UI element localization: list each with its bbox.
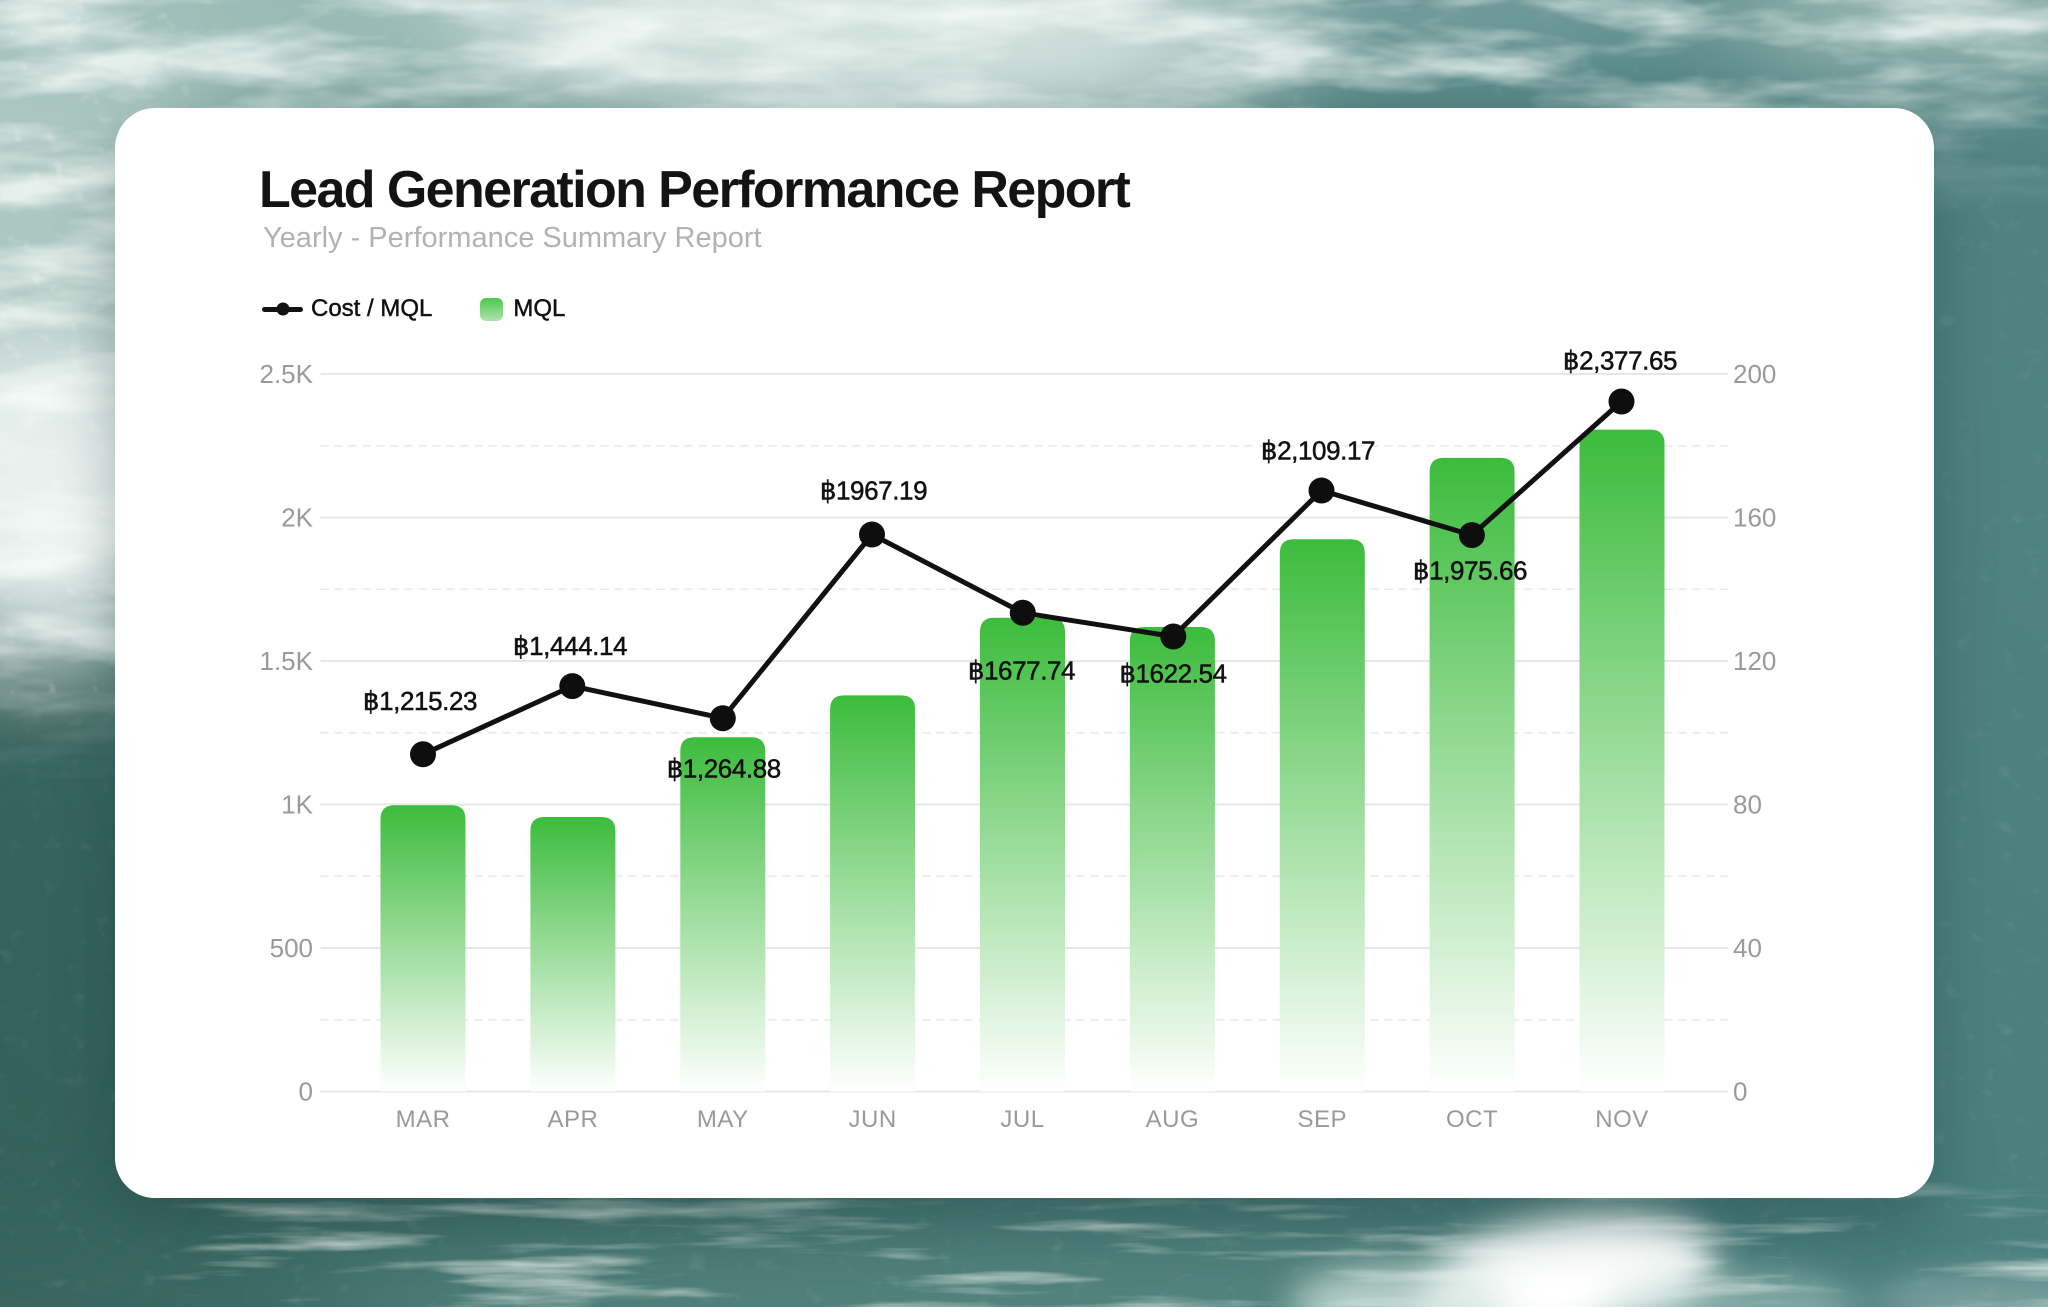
svg-text:AUG: AUG [1146, 1106, 1200, 1133]
svg-text:฿2,109.17: ฿2,109.17 [1261, 435, 1375, 465]
svg-text:SEP: SEP [1298, 1106, 1348, 1133]
svg-text:0: 0 [299, 1077, 313, 1107]
svg-text:80: 80 [1733, 790, 1762, 820]
svg-text:MAY: MAY [697, 1106, 749, 1133]
svg-text:฿1967.19: ฿1967.19 [820, 476, 927, 506]
svg-text:NOV: NOV [1595, 1106, 1649, 1133]
svg-text:200: 200 [1733, 359, 1776, 389]
svg-text:40: 40 [1733, 933, 1762, 963]
svg-text:฿1,444.14: ฿1,444.14 [513, 631, 627, 661]
svg-text:฿1677.74: ฿1677.74 [968, 656, 1075, 686]
svg-text:160: 160 [1733, 503, 1776, 533]
svg-text:500: 500 [270, 933, 313, 963]
svg-text:OCT: OCT [1446, 1106, 1498, 1133]
svg-text:APR: APR [547, 1106, 598, 1133]
svg-text:฿1,975.66: ฿1,975.66 [1413, 555, 1527, 585]
svg-text:1.5K: 1.5K [260, 646, 314, 676]
svg-text:0: 0 [1733, 1077, 1747, 1107]
svg-text:฿1,264.88: ฿1,264.88 [667, 754, 781, 784]
svg-text:2K: 2K [281, 503, 313, 533]
svg-text:1K: 1K [281, 790, 313, 820]
svg-text:JUN: JUN [849, 1106, 897, 1133]
svg-text:2.5K: 2.5K [260, 359, 314, 389]
svg-text:฿1622.54: ฿1622.54 [1119, 659, 1226, 689]
svg-text:JUL: JUL [1000, 1106, 1044, 1133]
svg-text:฿1,215.23: ฿1,215.23 [363, 686, 477, 716]
svg-text:MAR: MAR [396, 1106, 451, 1133]
svg-text:฿2,377.65: ฿2,377.65 [1563, 345, 1677, 375]
svg-text:120: 120 [1733, 646, 1776, 676]
